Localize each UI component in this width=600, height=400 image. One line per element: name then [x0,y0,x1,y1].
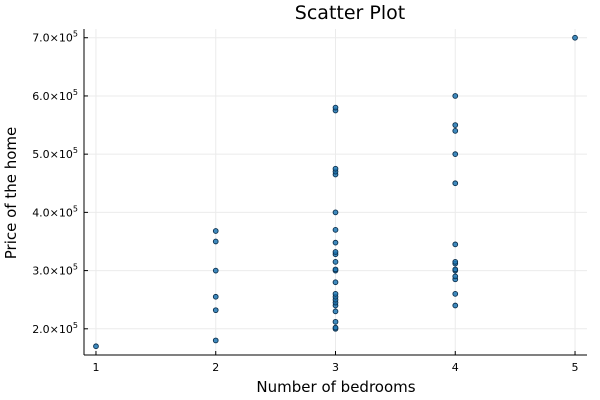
data-point [332,279,339,286]
data-point [452,266,459,273]
data-point [452,273,459,280]
data-point [332,318,339,325]
axis-layer: 1 2 3 4 5 2.0×105 3.0×105 4.0×105 5.0×105 6.0×105… [32,29,587,374]
x-tick-label: 4 [452,361,459,374]
data-point [332,165,339,172]
data-point [452,93,459,99]
y-axis-label: Price of the home [2,127,20,260]
data-point [212,293,219,300]
x-tick-label: 2 [212,361,219,374]
data-point [332,239,339,246]
data-point [572,34,578,41]
y-tick-label: 3.0×105 [32,263,78,278]
data-point [452,151,459,158]
y-tick-label: 4.0×105 [32,204,78,219]
x-tick-label: 1 [92,361,99,374]
data-point [332,308,339,315]
data-point [212,228,219,234]
data-point [332,291,339,297]
data-point [452,180,459,187]
y-tick-label: 2.0×105 [32,321,78,336]
data-point [332,324,339,331]
data-point [452,128,459,134]
data-point [332,259,339,265]
y-tick-label: 5.0×105 [32,146,78,161]
y-tick-label: 7.0×105 [32,30,78,45]
data-point [332,266,339,273]
data-point [452,302,459,309]
x-tick-label: 5 [572,361,579,374]
chart-title: Scatter Plot [295,2,405,24]
data-point [212,267,219,274]
data-point [452,122,459,128]
data-point [452,241,459,248]
data-point [452,259,459,265]
point-layer [93,34,578,350]
y-tick-label: 6.0×105 [32,88,78,103]
x-axis-label: Number of bedrooms [256,378,415,396]
data-point [332,249,339,255]
data-point [452,291,459,297]
data-point [332,209,339,216]
data-point [332,226,339,233]
data-point [212,337,219,344]
data-point [212,238,219,245]
data-point [212,307,219,314]
x-tick-label: 3 [332,361,339,374]
data-point [332,104,339,111]
data-point [93,343,99,350]
